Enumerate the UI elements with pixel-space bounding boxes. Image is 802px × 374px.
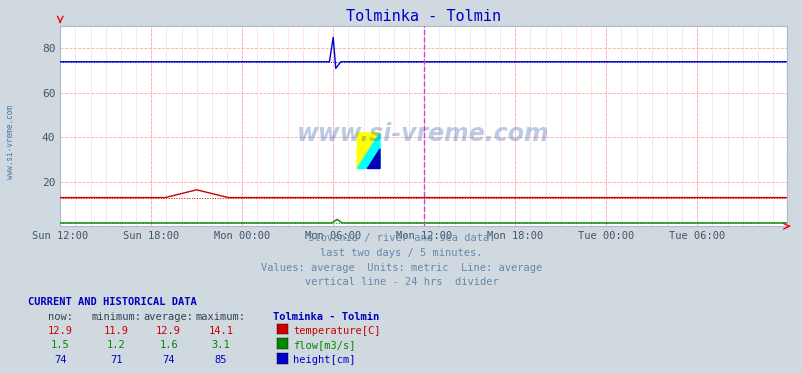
Text: www.si-vreme.com: www.si-vreme.com xyxy=(6,105,15,179)
Text: 12.9: 12.9 xyxy=(47,326,73,335)
Text: minimum:: minimum: xyxy=(91,312,141,322)
Polygon shape xyxy=(367,149,379,168)
Polygon shape xyxy=(357,133,379,168)
Text: 1.6: 1.6 xyxy=(159,340,178,350)
Text: 1.5: 1.5 xyxy=(51,340,70,350)
Text: 85: 85 xyxy=(214,355,227,365)
Text: maximum:: maximum: xyxy=(196,312,245,322)
Text: flow[m3/s]: flow[m3/s] xyxy=(293,340,355,350)
Text: 11.9: 11.9 xyxy=(103,326,129,335)
Text: last two days / 5 minutes.: last two days / 5 minutes. xyxy=(320,248,482,258)
Text: Values: average  Units: metric  Line: average: Values: average Units: metric Line: aver… xyxy=(261,263,541,273)
Text: 3.1: 3.1 xyxy=(211,340,230,350)
Text: height[cm]: height[cm] xyxy=(293,355,355,365)
Text: www.si-vreme.com: www.si-vreme.com xyxy=(297,122,549,146)
Text: Tolminka - Tolmin: Tolminka - Tolmin xyxy=(273,312,379,322)
Text: CURRENT AND HISTORICAL DATA: CURRENT AND HISTORICAL DATA xyxy=(28,297,196,307)
Title: Tolminka - Tolmin: Tolminka - Tolmin xyxy=(346,9,500,24)
Polygon shape xyxy=(357,133,379,168)
Text: Slovenia / river and sea data.: Slovenia / river and sea data. xyxy=(307,233,495,243)
Text: 12.9: 12.9 xyxy=(156,326,181,335)
Text: 1.2: 1.2 xyxy=(107,340,126,350)
Text: vertical line - 24 hrs  divider: vertical line - 24 hrs divider xyxy=(304,277,498,287)
Text: average:: average: xyxy=(144,312,193,322)
Text: 74: 74 xyxy=(54,355,67,365)
Text: 14.1: 14.1 xyxy=(208,326,233,335)
Text: now:: now: xyxy=(47,312,73,322)
Text: 74: 74 xyxy=(162,355,175,365)
Text: temperature[C]: temperature[C] xyxy=(293,326,380,335)
Text: 71: 71 xyxy=(110,355,123,365)
